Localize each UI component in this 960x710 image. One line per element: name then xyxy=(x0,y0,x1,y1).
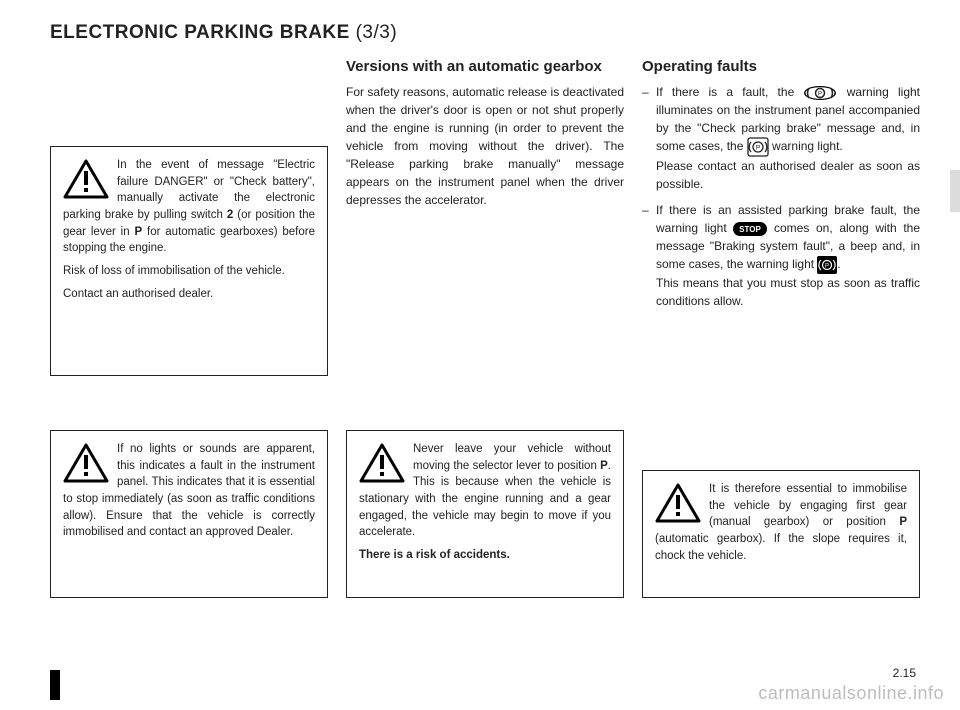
heading-auto-gearbox: Versions with an automatic gearbox xyxy=(346,58,624,77)
page-number: 2.15 xyxy=(893,666,916,680)
svg-text:P: P xyxy=(756,144,760,151)
warning-triangle-icon xyxy=(63,159,109,199)
svg-text:P: P xyxy=(825,263,829,269)
list-item: If there is an assisted parking brake fa… xyxy=(642,201,920,310)
side-tab xyxy=(950,170,960,212)
operating-faults-list: If there is a fault, the P warning light… xyxy=(642,83,920,318)
warning-box-immobilise: It is therefore essential to immobilise … xyxy=(642,470,920,598)
parking-brake-oval-icon: P xyxy=(803,85,837,101)
title-main: ELECTRONIC PARKING BRAKE xyxy=(50,22,350,43)
body-auto-gearbox: For safety reasons, automatic release is… xyxy=(346,83,624,209)
watermark: carmanualsonline.info xyxy=(758,683,944,704)
warning-box-no-lights: If no lights or sounds are apparent, thi… xyxy=(50,430,328,598)
title-sub: (3/3) xyxy=(356,22,398,43)
column-left: In the event of message "Electric failur… xyxy=(50,58,328,598)
warning-triangle-icon xyxy=(655,483,701,523)
list-item: If there is a fault, the P warning light… xyxy=(642,83,920,193)
warning-triangle-icon xyxy=(359,443,405,483)
parking-brake-dark-square-icon: P xyxy=(817,256,837,274)
content-columns: In the event of message "Electric failur… xyxy=(50,58,920,598)
warning-box-electric-failure: In the event of message "Electric failur… xyxy=(50,146,328,376)
heading-operating-faults: Operating faults xyxy=(642,58,920,77)
column-right: Operating faults If there is a fault, th… xyxy=(642,58,920,598)
stop-warning-icon: STOP xyxy=(733,222,767,236)
warning-box-selector-p: Never leave your vehicle without moving … xyxy=(346,430,624,598)
page-title: ELECTRONIC PARKING BRAKE (3/3) xyxy=(50,22,920,44)
svg-text:STOP: STOP xyxy=(740,225,762,234)
manual-page: ELECTRONIC PARKING BRAKE (3/3) In the ev… xyxy=(0,0,960,710)
warning-triangle-icon xyxy=(63,443,109,483)
corner-block xyxy=(50,670,60,700)
svg-text:P: P xyxy=(818,91,822,97)
parking-brake-square-icon: P xyxy=(747,137,769,157)
column-middle: Versions with an automatic gearbox For s… xyxy=(346,58,624,598)
